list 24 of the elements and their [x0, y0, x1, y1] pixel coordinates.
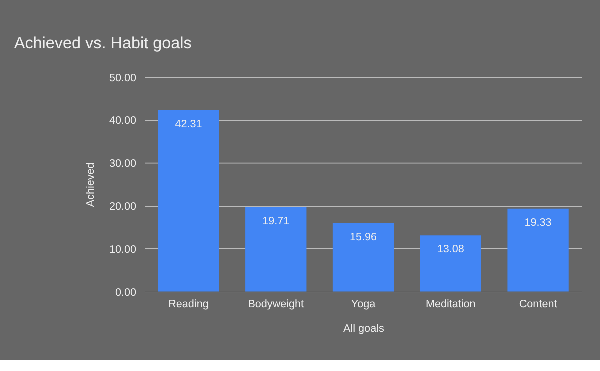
- x-tick-label: Yoga: [351, 298, 376, 310]
- data-label: 42.31: [175, 118, 202, 130]
- y-axis-title: Achieved: [85, 162, 98, 208]
- y-tick-label: 0.00: [115, 286, 136, 299]
- bar: [420, 236, 482, 292]
- y-tick-label: 40.00: [109, 115, 136, 128]
- data-label: 19.71: [262, 215, 290, 228]
- bar: [158, 110, 220, 292]
- chart-title: Achieved vs. Habit goals: [14, 34, 192, 52]
- x-tick-label: Reading: [168, 298, 209, 310]
- x-tick-label: Bodyweight: [248, 298, 304, 310]
- bar: [508, 208, 569, 292]
- y-tick-label: 10.00: [109, 244, 136, 256]
- x-axis-title: All goals: [344, 322, 385, 335]
- data-label: 19.33: [524, 216, 552, 229]
- x-tick-label: Content: [519, 298, 558, 310]
- y-tick-label: 30.00: [109, 158, 136, 170]
- data-label: 15.96: [350, 231, 378, 244]
- bar: [332, 223, 394, 292]
- x-tick-label: Meditation: [426, 298, 476, 310]
- y-tick-label: 20.00: [109, 201, 136, 213]
- y-tick-label: 50.00: [109, 72, 136, 84]
- data-label: 13.08: [437, 244, 464, 256]
- bar: [246, 207, 307, 292]
